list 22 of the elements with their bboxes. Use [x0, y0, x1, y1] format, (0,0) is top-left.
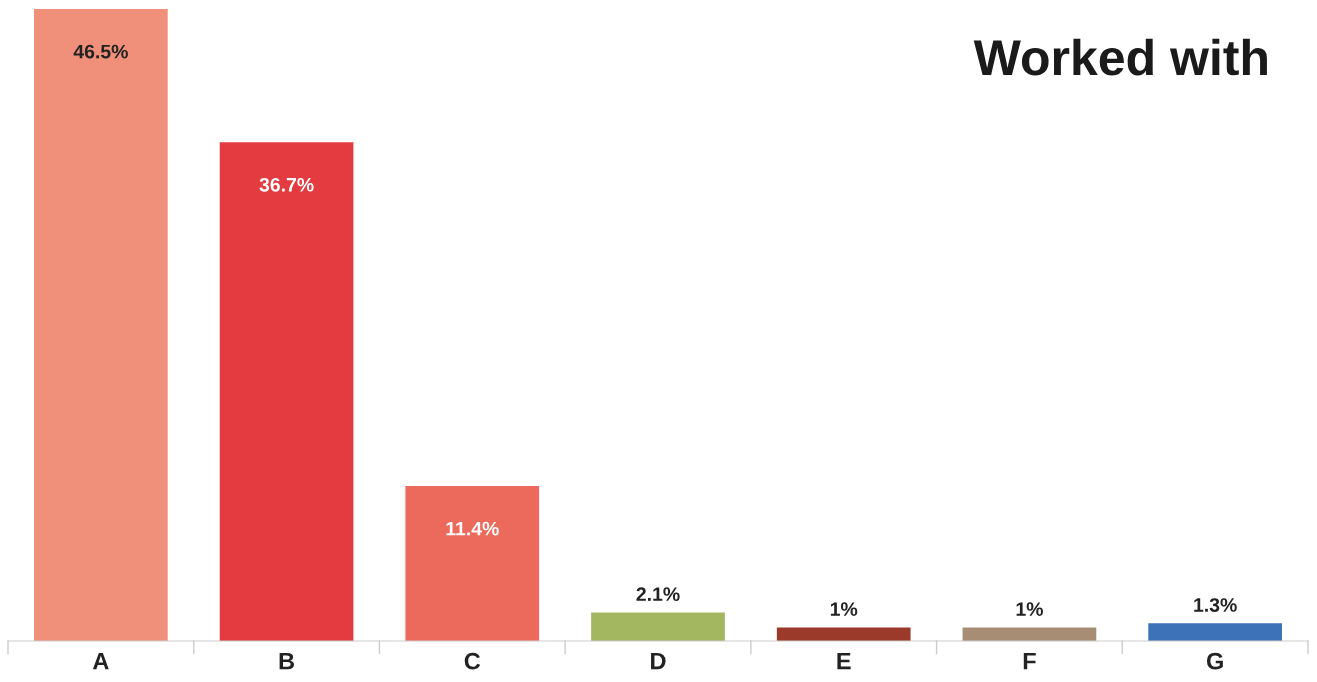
bar: [34, 9, 168, 641]
data-label: 1%: [830, 602, 858, 616]
x-tick-label: C: [464, 652, 481, 670]
bar: [776, 627, 911, 641]
bar: [591, 612, 725, 641]
x-tick-label: E: [837, 652, 851, 670]
x-tick-label: G: [1206, 652, 1223, 670]
bar: [962, 627, 1097, 641]
x-tick-label: A: [92, 652, 109, 670]
data-label: 11.4%: [446, 521, 499, 536]
data-label: 2.1%: [636, 587, 680, 601]
x-tick-label: F: [1023, 652, 1036, 670]
x-tick-label: B: [279, 652, 295, 670]
bar: [219, 142, 354, 641]
chart-title: Worked with: [973, 38, 1267, 76]
data-label: 1%: [1016, 602, 1043, 616]
x-tick-label: D: [651, 652, 666, 670]
data-label: 36.7%: [259, 177, 314, 192]
data-label: 46.5%: [73, 44, 128, 59]
bar: [405, 486, 540, 641]
bar: [1148, 623, 1282, 641]
data-label: 1.3%: [1194, 598, 1237, 612]
